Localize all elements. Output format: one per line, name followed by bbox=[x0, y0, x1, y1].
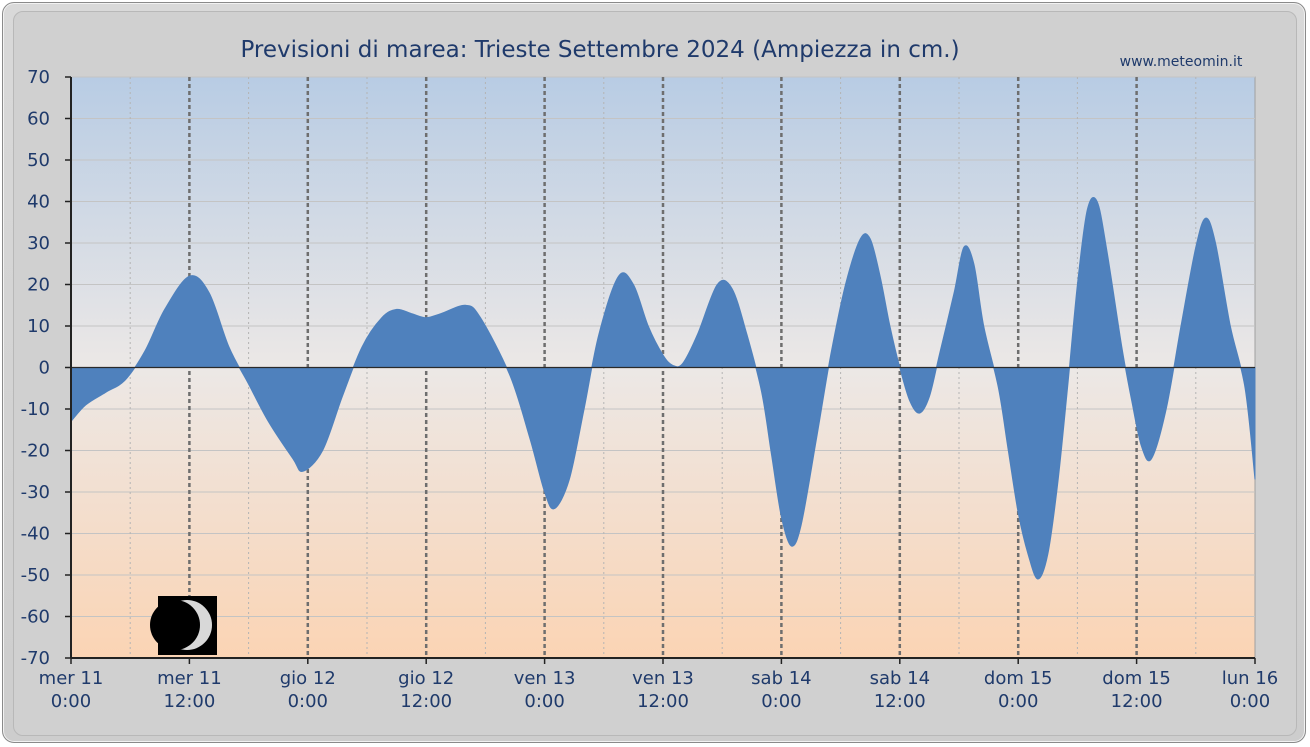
first-quarter-moon-icon bbox=[150, 596, 217, 655]
x-tick-label-time: 0:00 bbox=[288, 691, 328, 712]
y-tick-label: 40 bbox=[27, 192, 50, 213]
x-tick-label-time: 12:00 bbox=[1111, 691, 1163, 712]
x-tick-label-time: 0:00 bbox=[998, 691, 1038, 712]
x-tick-label-day: mer 11 bbox=[39, 668, 104, 689]
x-tick-label-day: sab 14 bbox=[751, 668, 811, 689]
y-tick-label: -60 bbox=[21, 607, 50, 628]
y-tick-label: -50 bbox=[21, 565, 50, 586]
x-tick-label-time: 0:00 bbox=[51, 691, 91, 712]
x-tick-label-time: 12:00 bbox=[163, 691, 215, 712]
x-tick-label-time: 0:00 bbox=[761, 691, 801, 712]
x-tick-label-time: 12:00 bbox=[400, 691, 452, 712]
y-tick-label: -70 bbox=[21, 648, 50, 669]
y-tick-label: 70 bbox=[27, 67, 50, 88]
y-tick-label: -20 bbox=[21, 441, 50, 462]
y-tick-label: -10 bbox=[21, 399, 50, 420]
x-tick-label-time: 0:00 bbox=[524, 691, 564, 712]
y-tick-label: 50 bbox=[27, 150, 50, 171]
y-tick-label: 20 bbox=[27, 275, 50, 296]
x-tick-label-day: ven 13 bbox=[514, 668, 576, 689]
x-tick-label-day: sab 14 bbox=[870, 668, 930, 689]
source-link[interactable]: www.meteomin.it bbox=[1120, 54, 1243, 70]
x-tick-label-time: 0:00 bbox=[1230, 691, 1270, 712]
y-tick-label: 10 bbox=[27, 316, 50, 337]
y-tick-label: -30 bbox=[21, 482, 50, 503]
x-tick-label-day: gio 12 bbox=[398, 668, 454, 689]
x-tick-label-day: mer 11 bbox=[157, 668, 222, 689]
chart-title: Previsioni di marea: Trieste Settembre 2… bbox=[240, 37, 959, 63]
x-tick-label-time: 12:00 bbox=[637, 691, 689, 712]
x-tick-label-day: dom 15 bbox=[1102, 668, 1171, 689]
y-tick-label: 30 bbox=[27, 233, 50, 254]
y-tick-label: 60 bbox=[27, 109, 50, 130]
y-tick-labels: 70 60 50 40 30 20 10 0 -10 -20 -30 -40 -50 -60 -70 bbox=[21, 67, 71, 669]
x-tick-label-day: dom 15 bbox=[984, 668, 1053, 689]
tide-series-area bbox=[70, 196, 1256, 580]
y-tick-label: 0 bbox=[39, 358, 50, 379]
x-tick-label-day: gio 12 bbox=[280, 668, 336, 689]
x-tick-label-time: 12:00 bbox=[874, 691, 926, 712]
y-tick-label: -40 bbox=[21, 524, 50, 545]
x-tick-label-day: ven 13 bbox=[632, 668, 694, 689]
x-tick-label-day: lun 16 bbox=[1222, 668, 1278, 689]
